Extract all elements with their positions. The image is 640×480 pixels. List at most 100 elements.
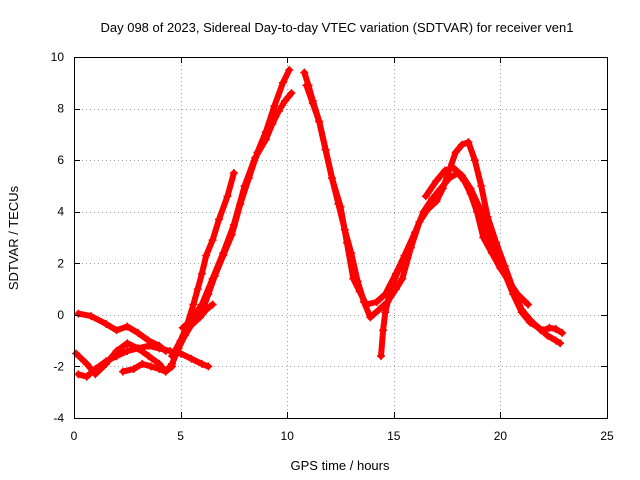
data-point-marker bbox=[372, 298, 381, 306]
data-point-marker bbox=[270, 102, 279, 110]
data-point-marker bbox=[82, 359, 91, 368]
x-tick-label: 0 bbox=[71, 429, 78, 443]
data-point-marker bbox=[449, 163, 458, 172]
data-point-marker bbox=[161, 367, 170, 376]
data-point-marker bbox=[441, 166, 449, 175]
data-point-marker bbox=[281, 96, 290, 105]
data-point-marker bbox=[219, 249, 228, 257]
data-point-marker bbox=[432, 176, 441, 185]
data-point-marker bbox=[134, 344, 142, 353]
data-point-marker bbox=[102, 357, 110, 366]
data-point-marker bbox=[215, 215, 223, 224]
data-point-marker bbox=[208, 274, 217, 283]
series-track-k bbox=[539, 323, 567, 337]
data-point-marker bbox=[340, 225, 349, 234]
data-point-marker bbox=[438, 184, 447, 193]
data-point-marker bbox=[334, 200, 343, 208]
y-tick-label: 6 bbox=[57, 153, 64, 167]
data-point-marker bbox=[374, 305, 383, 314]
data-point-marker bbox=[251, 153, 260, 162]
data-point-marker bbox=[551, 336, 560, 345]
x-tick-label: 5 bbox=[177, 429, 184, 443]
data-point-marker bbox=[421, 192, 430, 201]
data-series-layer bbox=[72, 65, 567, 381]
y-tick-label: 4 bbox=[57, 205, 64, 219]
data-point-marker bbox=[123, 347, 132, 355]
series-line bbox=[301, 69, 532, 308]
data-point-marker bbox=[112, 326, 121, 335]
data-point-marker bbox=[112, 352, 121, 361]
data-point-marker bbox=[189, 300, 198, 309]
data-point-marker bbox=[300, 68, 309, 77]
data-point-marker bbox=[202, 251, 211, 260]
data-point-marker bbox=[432, 197, 441, 206]
data-point-marker bbox=[123, 339, 132, 348]
data-point-marker bbox=[168, 352, 177, 361]
data-point-marker bbox=[208, 236, 217, 245]
data-point-marker bbox=[385, 290, 394, 299]
data-point-marker bbox=[464, 138, 473, 147]
data-point-marker bbox=[261, 135, 270, 144]
series-track-b bbox=[74, 341, 213, 381]
series-line bbox=[75, 342, 212, 380]
data-point-marker bbox=[556, 339, 565, 348]
series-track-c bbox=[74, 309, 170, 355]
data-point-marker bbox=[423, 205, 432, 214]
data-point-marker bbox=[193, 285, 202, 294]
data-point-marker bbox=[492, 249, 501, 257]
data-point-marker bbox=[208, 300, 217, 309]
series-track-e bbox=[168, 169, 238, 361]
data-point-marker bbox=[155, 341, 164, 350]
data-point-marker bbox=[168, 359, 177, 368]
series-track-g bbox=[178, 89, 296, 332]
data-point-marker bbox=[144, 352, 153, 361]
x-tick-label: 25 bbox=[600, 429, 614, 443]
data-point-marker bbox=[315, 117, 324, 126]
data-point-marker bbox=[123, 322, 132, 331]
data-point-marker bbox=[187, 354, 196, 363]
data-point-marker bbox=[74, 370, 83, 379]
x-tick-label: 20 bbox=[494, 429, 508, 443]
data-point-marker bbox=[138, 359, 147, 368]
data-point-marker bbox=[360, 298, 368, 306]
data-point-marker bbox=[176, 336, 185, 345]
data-point-marker bbox=[204, 362, 213, 371]
data-point-marker bbox=[451, 148, 460, 157]
chart-title: Day 098 of 2023, Sidereal Day-to-day VTE… bbox=[100, 20, 573, 35]
data-point-marker bbox=[178, 323, 187, 332]
data-point-marker bbox=[129, 365, 138, 373]
data-point-marker bbox=[479, 233, 488, 242]
y-tick-label: 8 bbox=[57, 102, 64, 116]
data-point-marker bbox=[500, 269, 509, 278]
data-point-marker bbox=[302, 81, 311, 90]
data-point-marker bbox=[328, 174, 336, 183]
data-point-marker bbox=[278, 78, 287, 87]
data-point-marker bbox=[102, 319, 110, 328]
data-point-marker bbox=[398, 274, 407, 283]
data-point-marker bbox=[119, 367, 127, 376]
data-point-marker bbox=[394, 267, 403, 275]
data-point-marker bbox=[144, 336, 153, 345]
data-point-marker bbox=[187, 316, 196, 324]
axis-ticks: 0 5 10 15 20 25 -4 -2 0 2 4 6 8 10 bbox=[51, 50, 614, 443]
data-point-marker bbox=[543, 331, 552, 340]
data-point-marker bbox=[379, 326, 388, 335]
data-point-marker bbox=[268, 120, 277, 128]
data-point-marker bbox=[72, 349, 81, 358]
data-point-marker bbox=[134, 328, 142, 337]
data-point-marker bbox=[406, 243, 415, 252]
y-tick-label: 2 bbox=[57, 256, 64, 270]
data-point-marker bbox=[197, 359, 206, 368]
data-point-marker bbox=[551, 325, 560, 333]
data-point-marker bbox=[509, 290, 518, 299]
gridlines bbox=[74, 57, 607, 418]
data-point-marker bbox=[146, 362, 155, 371]
data-point-marker bbox=[195, 313, 204, 322]
y-tick-label: 10 bbox=[51, 50, 65, 64]
data-point-marker bbox=[483, 228, 492, 237]
data-point-marker bbox=[366, 313, 375, 322]
y-axis-label: SDTVAR / TECUs bbox=[6, 185, 21, 290]
data-point-marker bbox=[389, 277, 398, 286]
data-point-marker bbox=[539, 326, 547, 335]
